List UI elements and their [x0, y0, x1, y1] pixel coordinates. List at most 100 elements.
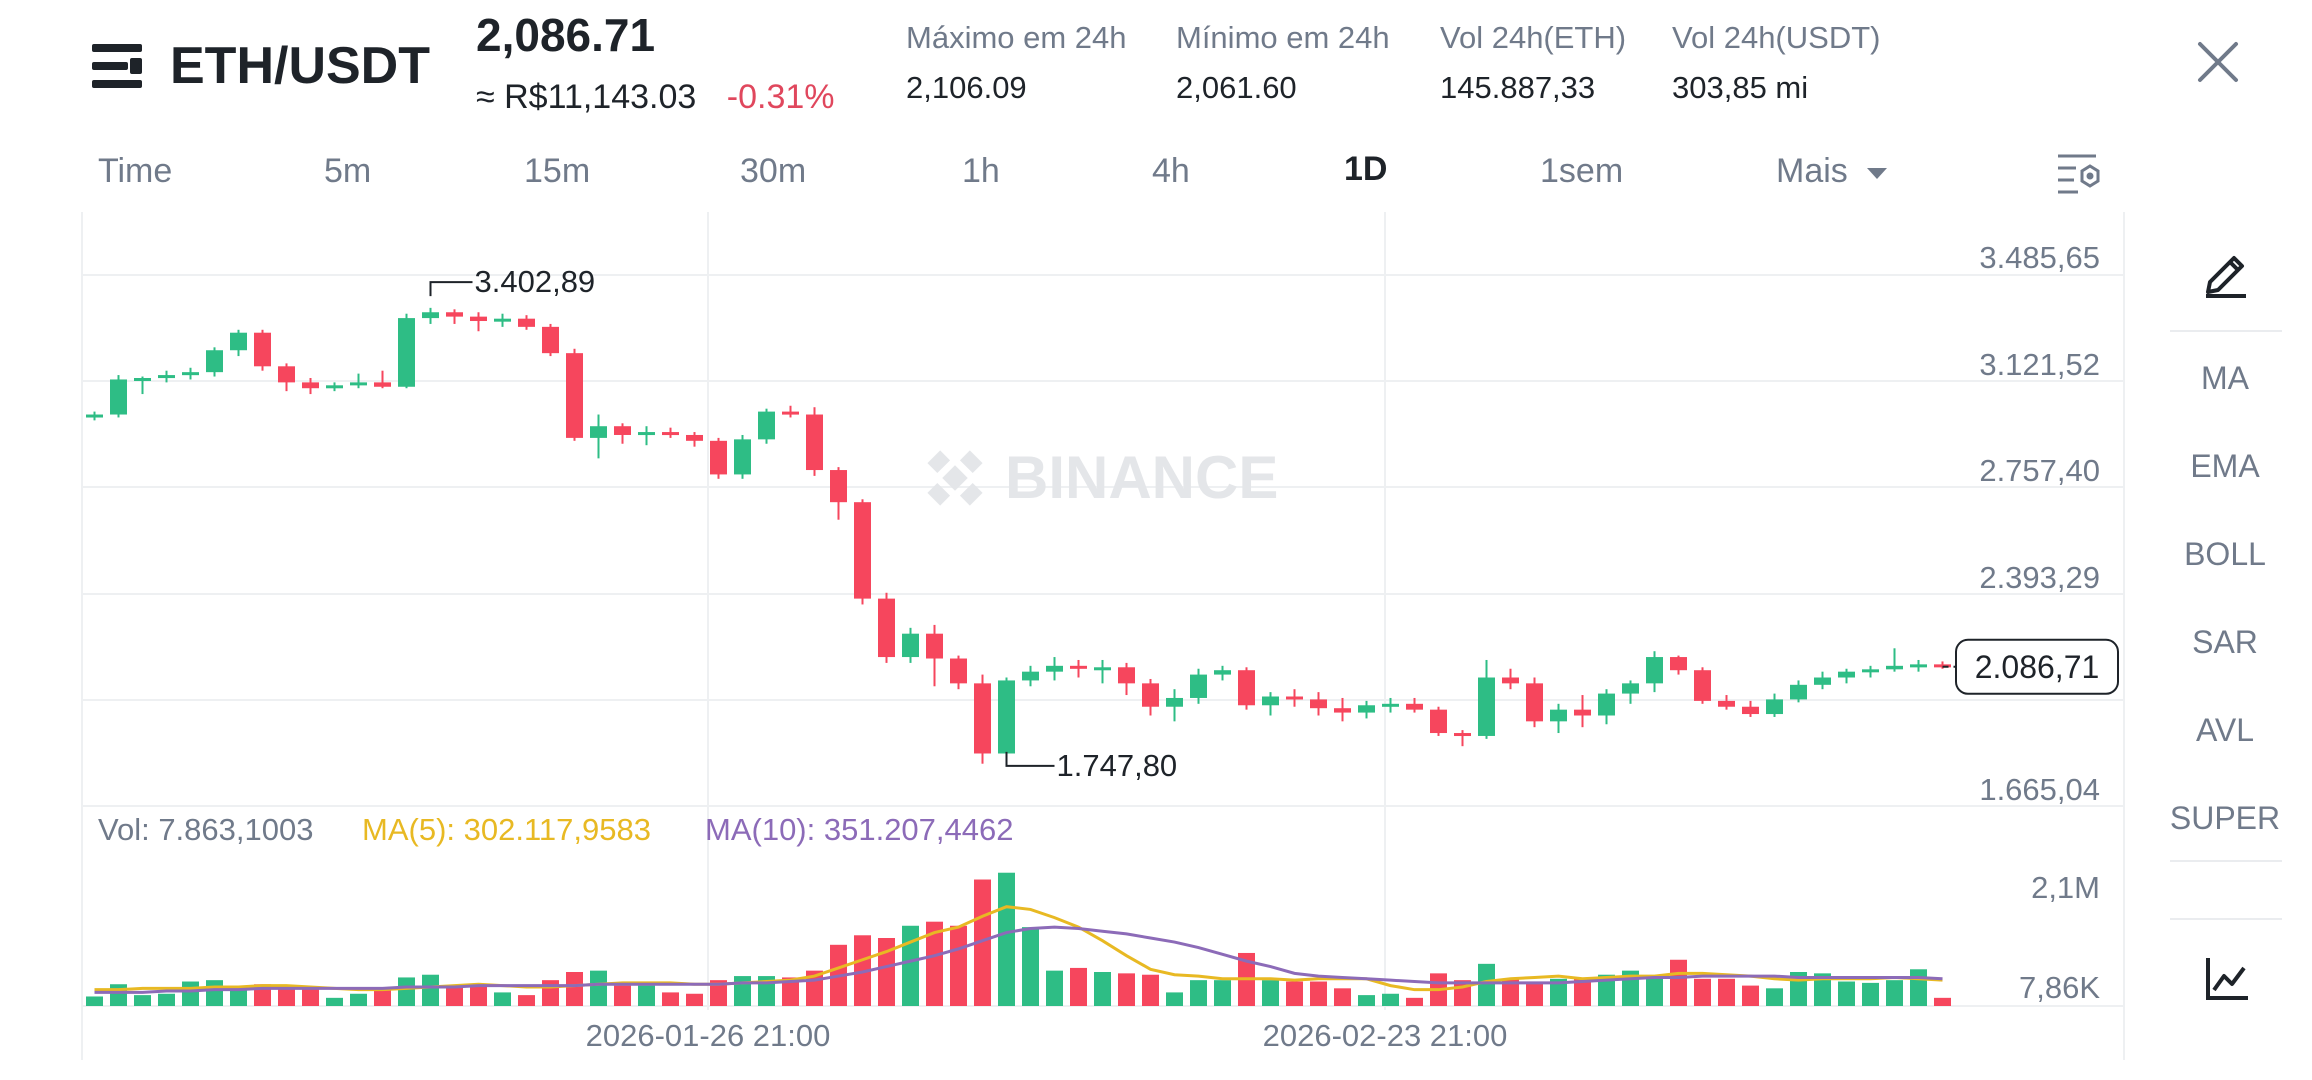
- candle-body: [1022, 671, 1039, 681]
- volume-bar: [1334, 988, 1351, 1006]
- candle-body: [1838, 671, 1855, 678]
- indicator-avl[interactable]: AVL: [2195, 712, 2255, 748]
- tab-15m[interactable]: 15m: [524, 152, 591, 190]
- tab-1sem[interactable]: 1sem: [1540, 152, 1624, 190]
- candle-body: [1550, 709, 1567, 722]
- volume-bar: [470, 986, 487, 1006]
- volume-bar: [710, 980, 727, 1006]
- candle-body: [1430, 709, 1447, 734]
- menu-icon[interactable]: [92, 44, 142, 88]
- volume-bar: [110, 984, 127, 1006]
- candle-body: [1094, 667, 1111, 671]
- sidebar-divider: [2170, 330, 2282, 332]
- indicator-ema[interactable]: EMA: [2190, 448, 2260, 484]
- watermark: BINANCE: [927, 444, 1278, 511]
- volume-bar: [1838, 981, 1855, 1006]
- candle-body: [446, 312, 463, 317]
- binance-logo-icon: [927, 450, 983, 506]
- volume-bar: [1286, 981, 1303, 1006]
- tab-4h[interactable]: 4h: [1152, 152, 1190, 190]
- tab-1h[interactable]: 1h: [962, 152, 1000, 190]
- volume-bar: [1070, 967, 1087, 1006]
- indicator-ma[interactable]: MA: [2201, 360, 2249, 396]
- candle-body: [158, 375, 175, 379]
- sidebar-divider: [2170, 918, 2282, 920]
- pair-selector[interactable]: ETH/USDT: [92, 36, 430, 96]
- volume-bar: [662, 992, 679, 1006]
- stat-high-24h: Máximo em 24h 2,106.09: [906, 20, 1127, 106]
- candle-body: [1622, 683, 1639, 694]
- candle-body: [1190, 674, 1207, 698]
- volume-bar: [1550, 978, 1567, 1006]
- stat-vol-usdt: Vol 24h(USDT) 303,85 mi: [1672, 20, 1880, 106]
- volume-bar: [350, 993, 367, 1006]
- vol-legend: Vol: 7.863,1003: [98, 812, 313, 847]
- volume-bar: [518, 995, 535, 1006]
- candle-body: [662, 432, 679, 436]
- time-tick: 2026-02-23 21:00: [1263, 1018, 1508, 1053]
- ma10-legend: MA(10): 351.207,4462: [705, 812, 1014, 847]
- tab-1d[interactable]: 1D: [1344, 150, 1388, 188]
- volume-series: [86, 872, 1951, 1006]
- indicator-sar[interactable]: SAR: [2192, 624, 2258, 660]
- candle-body: [1142, 683, 1159, 707]
- volume-bar: [398, 977, 415, 1006]
- volume-tick: 7,86K: [2019, 970, 2100, 1005]
- volume-bar: [182, 981, 199, 1006]
- volume-bar: [158, 993, 175, 1006]
- candle-body: [278, 366, 295, 383]
- volume-bar: [1934, 997, 1951, 1006]
- volume-bar: [1694, 978, 1711, 1006]
- tab-5m[interactable]: 5m: [324, 152, 372, 190]
- indicator-boll[interactable]: BOLL: [2184, 536, 2266, 572]
- volume-bar: [1310, 981, 1327, 1006]
- candle-body: [950, 658, 967, 684]
- candle-body: [758, 411, 775, 440]
- candle-body: [1790, 684, 1807, 700]
- volume-bar: [1670, 959, 1687, 1006]
- volume-bar: [302, 988, 319, 1006]
- volume-tick: 2,1M: [2031, 870, 2100, 905]
- candle-body: [1286, 696, 1303, 700]
- candle-body: [830, 470, 847, 503]
- volume-bar: [1022, 927, 1039, 1006]
- volume-bar: [638, 985, 655, 1006]
- candlestick-series: [86, 307, 1951, 766]
- candle-body: [998, 680, 1015, 754]
- tab-time[interactable]: Time: [98, 152, 173, 190]
- price-tick: 3.121,52: [1979, 347, 2100, 382]
- draw-tool-icon[interactable]: [2200, 246, 2252, 298]
- chart-settings-icon[interactable]: [2056, 150, 2102, 196]
- stat-low-24h: Mínimo em 24h 2,061.60: [1176, 20, 1390, 106]
- tab-30m[interactable]: 30m: [740, 152, 807, 190]
- indicator-chart-icon[interactable]: [2204, 954, 2252, 1002]
- candle-body: [230, 332, 247, 351]
- candle-body: [1382, 703, 1399, 707]
- candle-body: [1334, 708, 1351, 713]
- volume-bar: [926, 921, 943, 1006]
- sidebar-divider: [2170, 860, 2282, 862]
- volume-bar: [326, 997, 343, 1006]
- volume-bar: [542, 980, 559, 1006]
- candle-body: [1262, 696, 1279, 706]
- stat-vol-eth: Vol 24h(ETH) 145.887,33: [1440, 20, 1626, 106]
- high-marker-line: [429, 281, 473, 297]
- volume-bar: [590, 970, 607, 1006]
- volume-bar: [1478, 963, 1495, 1006]
- volume-bar: [950, 925, 967, 1006]
- volume-bar: [1598, 974, 1615, 1006]
- stat-label: Vol 24h(ETH): [1440, 20, 1627, 55]
- volume-bar: [1358, 995, 1375, 1006]
- volume-bar: [1646, 977, 1663, 1006]
- candle-body: [1694, 670, 1711, 701]
- indicator-super[interactable]: SUPER: [2169, 800, 2281, 836]
- candle-body: [1670, 657, 1687, 671]
- tab-more[interactable]: Mais: [1776, 152, 1889, 191]
- candle-body: [206, 350, 223, 373]
- candle-body: [1454, 733, 1471, 737]
- volume-bar: [686, 993, 703, 1006]
- volume-bar: [1886, 980, 1903, 1006]
- close-icon[interactable]: [2196, 40, 2240, 84]
- candle-body: [1118, 667, 1135, 684]
